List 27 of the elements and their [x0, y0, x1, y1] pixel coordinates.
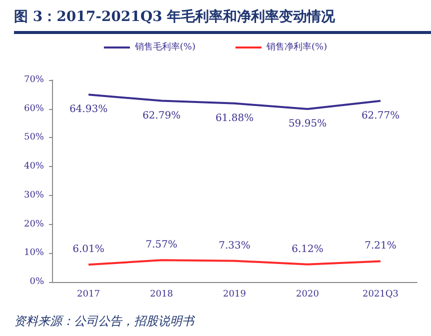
- text: 资料来源：公司公告，招股说明书: [14, 313, 194, 330]
- data-label: 7.57%: [146, 240, 178, 251]
- y-tick-label: 60%: [24, 104, 44, 114]
- y-tick-label: 30%: [24, 190, 44, 200]
- x-tick-label: 2017: [77, 290, 100, 300]
- legend-label: 销售净利率(%): [266, 42, 328, 52]
- data-label: 61.88%: [215, 112, 254, 124]
- data-label: 62.77%: [361, 110, 400, 122]
- y-tick-label: 70%: [24, 75, 44, 85]
- data-label: 62.79%: [142, 110, 181, 122]
- data-label: 6.12%: [292, 244, 324, 255]
- legend-label: 销售毛利率(%): [134, 42, 196, 52]
- data-label: 6.01%: [72, 244, 104, 256]
- x-tick-label: 2019: [223, 290, 246, 300]
- data-label: 7.33%: [218, 240, 250, 252]
- x-tick-label: 2018: [150, 290, 174, 300]
- y-tick-label: 10%: [24, 248, 44, 258]
- x-tick-label: 2021Q3: [362, 290, 399, 300]
- data-label: 7.21%: [364, 240, 396, 252]
- y-tick-label: 50%: [24, 132, 44, 143]
- chart-title: 图 3：2017-2021Q3 年毛利率和净利率变动情况: [14, 8, 336, 26]
- y-tick-label: 0%: [30, 277, 44, 287]
- x-tick-label: 2020: [296, 290, 320, 300]
- data-label: 64.93%: [69, 104, 108, 116]
- y-tick-label: 40%: [24, 162, 44, 172]
- y-tick-label: 20%: [24, 219, 44, 230]
- data-label: 59.95%: [288, 118, 327, 130]
